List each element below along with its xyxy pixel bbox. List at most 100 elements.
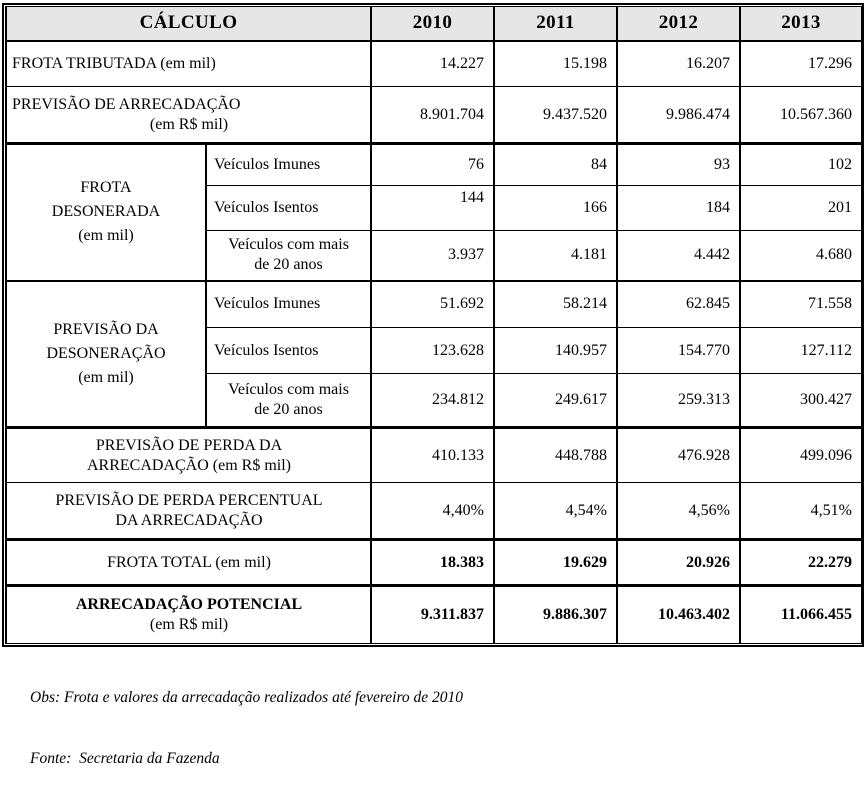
row-label: PREVISÃO DE ARRECADAÇÃO (em R$ mil) (5, 86, 372, 144)
year-header-2012: 2012 (616, 6, 741, 42)
note-obs: Obs: Frota e valores da arrecadação real… (30, 689, 464, 707)
row-previsao-desoneracao-mais20: Veículos com mais de 20 anos 234.812 249… (6, 373, 863, 428)
value-cell: 3.937 (370, 230, 495, 281)
footnotes: Obs: Frota e valores da arrecadação real… (30, 648, 463, 789)
value-cell: 9.437.520 (493, 86, 618, 144)
row-perda-arrecadacao: PREVISÃO DE PERDA DA ARRECADAÇÃO (em R$ … (5, 426, 863, 483)
value-cell: 4.680 (739, 230, 863, 281)
year-header-2010: 2010 (370, 6, 495, 42)
value-cell: 249.617 (493, 373, 618, 428)
row-label-line1: PREVISÃO DE PERDA PERCENTUAL (55, 491, 323, 509)
header-row: CÁLCULO 2010 2011 2012 2013 (5, 6, 863, 42)
value-cell: 84 (493, 142, 618, 186)
row-label: ARRECADAÇÃO POTENCIAL (em R$ mil) (5, 584, 372, 644)
value-cell: 14.227 (370, 40, 495, 87)
value-cell: 58.214 (493, 279, 618, 328)
value-cell: 71.558 (739, 279, 863, 328)
note-fonte: Fonte: Secretaria da Fazenda (30, 749, 220, 767)
value-cell: 144 (370, 185, 495, 231)
value-cell: 15.198 (493, 40, 618, 87)
row-arrecadacao-potencial: ARRECADAÇÃO POTENCIAL (em R$ mil) 9.311.… (5, 584, 863, 644)
row-frota-desonerada-isentos: Veículos Isentos 144 166 184 201 (6, 185, 863, 231)
value-cell: 259.313 (616, 373, 741, 428)
subrow-label: Veículos com mais de 20 anos (205, 373, 372, 428)
group-label-line: (em mil) (78, 227, 134, 245)
value-cell: 410.133 (370, 426, 495, 483)
value-cell: 154.770 (616, 327, 741, 374)
subrow-label: Veículos Isentos (205, 327, 372, 374)
value-cell: 19.629 (493, 538, 618, 586)
year-header-2013: 2013 (739, 6, 863, 42)
subrow-label-line1: Veículos com mais (228, 381, 349, 398)
subrow-label: Veículos Imunes (205, 142, 372, 186)
value-cell: 234.812 (370, 373, 495, 428)
table-frame: CÁLCULO 2010 2011 2012 2013 FROTA TRIBUT… (2, 3, 864, 647)
row-label-line2: (em R$ mil) (149, 616, 229, 633)
subrow-label-line2: de 20 anos (254, 401, 323, 418)
value-cell: 448.788 (493, 426, 618, 483)
value-cell: 201 (739, 185, 863, 231)
group-label-line: DESONERAÇÃO (46, 344, 166, 362)
calculo-table: CÁLCULO 2010 2011 2012 2013 FROTA TRIBUT… (5, 6, 863, 644)
row-label: PREVISÃO DE PERDA DA ARRECADAÇÃO (em R$ … (5, 426, 372, 483)
row-label: PREVISÃO DE PERDA PERCENTUAL DA ARRECADA… (5, 482, 372, 540)
value-cell: 93 (616, 142, 741, 186)
row-label-line2: ARRECADAÇÃO (em R$ mil) (87, 456, 291, 474)
value-cell: 166 (493, 185, 618, 231)
group-label-previsao-desoneracao: PREVISÃO DA DESONERAÇÃO (em mil) (5, 279, 207, 428)
value-cell: 123.628 (370, 327, 495, 374)
value-cell: 8.901.704 (370, 86, 495, 144)
group-label-line: (em mil) (78, 368, 134, 386)
value-cell: 476.928 (616, 426, 741, 483)
value-cell: 4,56% (616, 482, 741, 540)
row-frota-tributada: FROTA TRIBUTADA (em mil) 14.227 15.198 1… (5, 40, 863, 87)
group-label-line: FROTA (80, 179, 132, 197)
value-cell: 102 (739, 142, 863, 186)
value-cell: 300.427 (739, 373, 863, 428)
value-cell: 76 (370, 142, 495, 186)
value-cell: 16.207 (616, 40, 741, 87)
subrow-label: Veículos com mais de 20 anos (205, 230, 372, 281)
value-cell: 4.181 (493, 230, 618, 281)
value-cell: 140.957 (493, 327, 618, 374)
row-frota-total: FROTA TOTAL (em mil) 18.383 19.629 20.92… (5, 538, 863, 586)
row-label-line2: (em R$ mil) (149, 115, 229, 133)
row-label-line1: ARRECADAÇÃO POTENCIAL (75, 596, 303, 613)
value-cell: 11.066.455 (739, 584, 863, 644)
value-cell: 499.096 (739, 426, 863, 483)
value-cell: 4.442 (616, 230, 741, 281)
value-cell: 4,54% (493, 482, 618, 540)
table-title: CÁLCULO (5, 6, 372, 42)
value-cell: 127.112 (739, 327, 863, 374)
group-label-frota-desonerada: FROTA DESONERADA (em mil) (5, 142, 207, 281)
value-cell: 17.296 (739, 40, 863, 87)
row-previsao-arrecadacao: PREVISÃO DE ARRECADAÇÃO (em R$ mil) 8.90… (5, 86, 863, 144)
row-label: FROTA TRIBUTADA (em mil) (5, 40, 372, 87)
value-cell: 9.886.307 (493, 584, 618, 644)
subrow-label: Veículos Isentos (205, 185, 372, 231)
subrow-label-line2: de 20 anos (254, 256, 323, 274)
group-label-line: DESONERADA (51, 203, 161, 221)
value-cell: 4,40% (370, 482, 495, 540)
value-cell: 62.845 (616, 279, 741, 328)
value-cell: 4,51% (739, 482, 863, 540)
subrow-label-line1: Veículos com mais (228, 236, 349, 254)
row-label-line2: DA ARRECADAÇÃO (115, 511, 263, 529)
value-cell: 10.463.402 (616, 584, 741, 644)
value-cell: 9.986.474 (616, 86, 741, 144)
value-cell: 9.311.837 (370, 584, 495, 644)
value-cell: 20.926 (616, 538, 741, 586)
value-cell: 10.567.360 (739, 86, 863, 144)
subrow-label: Veículos Imunes (205, 279, 372, 328)
row-label-line1: PREVISÃO DE ARRECADAÇÃO (12, 95, 241, 113)
row-label-line1: PREVISÃO DE PERDA DA (95, 436, 283, 454)
year-header-2011: 2011 (493, 6, 618, 42)
row-frota-desonerada-mais20: Veículos com mais de 20 anos 3.937 4.181… (6, 230, 863, 281)
value-cell: 184 (616, 185, 741, 231)
row-label: FROTA TOTAL (em mil) (5, 538, 372, 586)
value-cell: 22.279 (739, 538, 863, 586)
row-previsao-desoneracao-imunes: PREVISÃO DA DESONERAÇÃO (em mil) Veículo… (5, 279, 863, 428)
value-cell: 51.692 (370, 279, 495, 328)
group-label-line: PREVISÃO DA (53, 320, 159, 338)
value-cell: 18.383 (370, 538, 495, 586)
